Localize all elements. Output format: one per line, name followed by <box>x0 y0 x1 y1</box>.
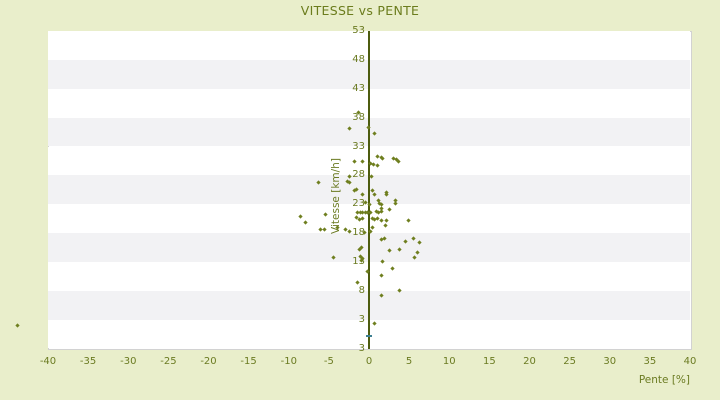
stray-point-outside-plot <box>15 323 20 328</box>
chart-title: VITESSE vs PENTE <box>300 3 420 18</box>
y-tick-label: 28 <box>352 169 365 181</box>
y-tick-label: 8 <box>358 284 365 296</box>
x-tick-label: 30 <box>603 356 617 367</box>
x-tick-label: -10 <box>280 356 297 367</box>
x-tick-label: 0 <box>365 356 373 367</box>
x-tick-label: 25 <box>563 356 576 367</box>
y-tick-label: 53 <box>352 25 365 36</box>
x-tick-label: 20 <box>523 356 536 367</box>
y-tick-label: 3 <box>358 342 365 354</box>
x-tick-label: 35 <box>643 356 657 367</box>
x-tick-label: -20 <box>200 356 217 367</box>
y-axis-title: Vitesse [km/h] <box>330 158 342 234</box>
x-tick-label: -35 <box>79 356 97 367</box>
y-tick-label: 43 <box>352 82 365 94</box>
x-tick-label: -15 <box>240 356 257 367</box>
y-tick-label: 23 <box>352 198 365 210</box>
x-tick-label: -5 <box>323 356 334 367</box>
zero-axis-line <box>368 31 370 349</box>
y-tick-label: 3 <box>358 313 365 325</box>
x-tick-label: -30 <box>120 356 137 367</box>
y-tick-label: 18 <box>352 227 365 238</box>
y-tick-label: 38 <box>352 111 365 123</box>
highlight-tick-on-axis <box>366 335 372 338</box>
y-tick-label: 48 <box>352 53 365 65</box>
x-tick-label: 5 <box>405 356 413 367</box>
x-axis-title: Pente [%] <box>638 374 690 386</box>
y-tick-label: 33 <box>352 140 365 152</box>
y-tick-label: 13 <box>352 255 365 267</box>
x-tick-label: 40 <box>683 356 697 367</box>
x-tick-label: -25 <box>160 356 177 367</box>
x-tick-label: 15 <box>483 356 496 367</box>
x-tick-label: -40 <box>39 356 57 367</box>
x-tick-label: 10 <box>442 356 456 367</box>
